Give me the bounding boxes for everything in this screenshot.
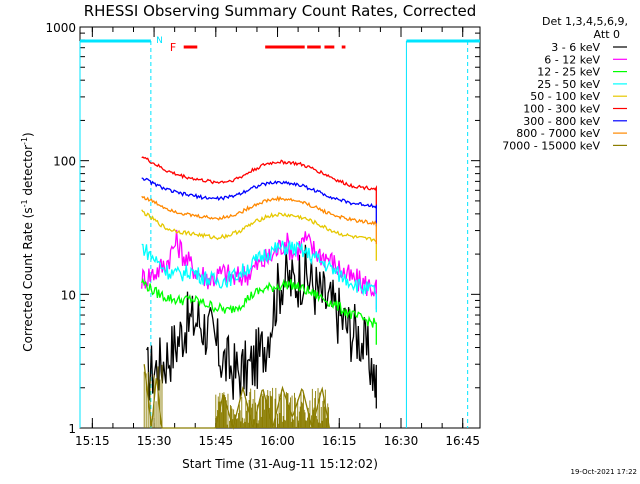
plot-frame: [79, 26, 481, 429]
series-line: [141, 209, 377, 261]
x-tick-label: 16:45: [445, 434, 480, 448]
series-line: [141, 239, 377, 313]
y-tick-label: 10: [61, 288, 76, 302]
x-tick-label: 15:45: [199, 434, 234, 448]
x-tick-label: 16:00: [260, 434, 295, 448]
series-line: [141, 195, 377, 244]
series-line: [141, 277, 377, 345]
legend-label: 12 - 25 keV: [537, 66, 600, 79]
y-tick-label: 1000: [45, 21, 76, 35]
x-tick-label: 16:15: [322, 434, 357, 448]
legend-label: 6 - 12 keV: [544, 53, 600, 66]
chart-title: RHESSI Observing Summary Count Rates, Co…: [84, 2, 477, 20]
legend-title-line1: Det 1,3,4,5,6,9,: [542, 15, 628, 28]
series-line: [146, 244, 377, 409]
legend-label: 7000 - 15000 keV: [502, 139, 600, 152]
x-tick-label: 16:30: [384, 434, 419, 448]
legend-label: 800 - 7000 keV: [516, 127, 600, 140]
y-tick-label: 1: [68, 422, 76, 436]
series-line: [141, 177, 377, 227]
legend-label: 100 - 300 keV: [523, 103, 600, 116]
x-tick-label: 15:15: [75, 434, 110, 448]
y-axis-label: Corrected Count Rate (s-1 detector-1): [20, 132, 35, 351]
legend-title-line2: Att 0: [594, 28, 620, 41]
legend-label: 25 - 50 keV: [537, 78, 600, 91]
y-axis-label-main: Corrected Count Rate (s: [21, 207, 35, 351]
y-tick-label: 100: [53, 155, 76, 169]
legend-label: 300 - 800 keV: [523, 115, 600, 128]
y-axis-label-end: ): [21, 132, 35, 137]
x-tick-label: 15:30: [137, 434, 172, 448]
legend-label: 50 - 100 keV: [530, 90, 600, 103]
night-flag-label: N: [156, 36, 163, 46]
footer-date: 19-Oct-2021 17:22: [571, 468, 637, 476]
y-axis-label-sup1: -1: [20, 199, 29, 207]
plot-area: 1 10 100 1000 15:15 15:30 15:45 16:00 16:15 16:30…: [45, 21, 481, 448]
legend-label: 3 - 6 keV: [551, 41, 600, 54]
x-axis-label: Start Time (31-Aug-11 15:12:02): [182, 457, 378, 471]
series-line: [143, 364, 331, 430]
series-line: [141, 156, 377, 210]
y-axis-label-mid: detector: [21, 145, 35, 200]
y-axis-label-sup2: -1: [20, 137, 29, 145]
flare-flag-label: F: [170, 41, 176, 54]
